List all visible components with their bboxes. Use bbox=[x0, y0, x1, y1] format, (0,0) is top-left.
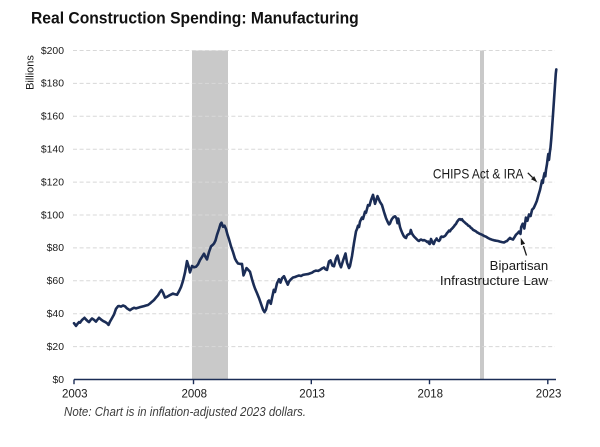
svg-text:Infrastructure Law: Infrastructure Law bbox=[440, 273, 549, 288]
svg-text:CHIPS Act & IRA: CHIPS Act & IRA bbox=[433, 166, 524, 182]
svg-text:$0: $0 bbox=[52, 375, 64, 386]
svg-text:2013: 2013 bbox=[299, 389, 325, 401]
svg-text:Billions: Billions bbox=[24, 55, 36, 90]
svg-text:$60: $60 bbox=[47, 276, 65, 287]
svg-text:$80: $80 bbox=[47, 243, 65, 254]
svg-text:2008: 2008 bbox=[182, 389, 208, 401]
svg-text:Bipartisan: Bipartisan bbox=[490, 258, 549, 273]
svg-text:$100: $100 bbox=[41, 210, 64, 221]
svg-text:2023: 2023 bbox=[536, 389, 562, 401]
svg-text:$180: $180 bbox=[41, 79, 64, 90]
svg-text:Note: Chart is in inflation-ad: Note: Chart is in inflation-adjusted 202… bbox=[64, 405, 306, 419]
svg-text:$140: $140 bbox=[41, 145, 64, 156]
svg-text:$120: $120 bbox=[41, 177, 64, 188]
svg-text:Real Construction Spending: Ma: Real Construction Spending: Manufacturin… bbox=[31, 9, 359, 28]
svg-text:$160: $160 bbox=[41, 112, 64, 123]
svg-text:$40: $40 bbox=[47, 309, 65, 320]
svg-text:2003: 2003 bbox=[62, 389, 88, 401]
svg-text:$200: $200 bbox=[41, 46, 64, 57]
svg-text:$20: $20 bbox=[47, 342, 65, 353]
svg-text:2018: 2018 bbox=[418, 389, 444, 401]
